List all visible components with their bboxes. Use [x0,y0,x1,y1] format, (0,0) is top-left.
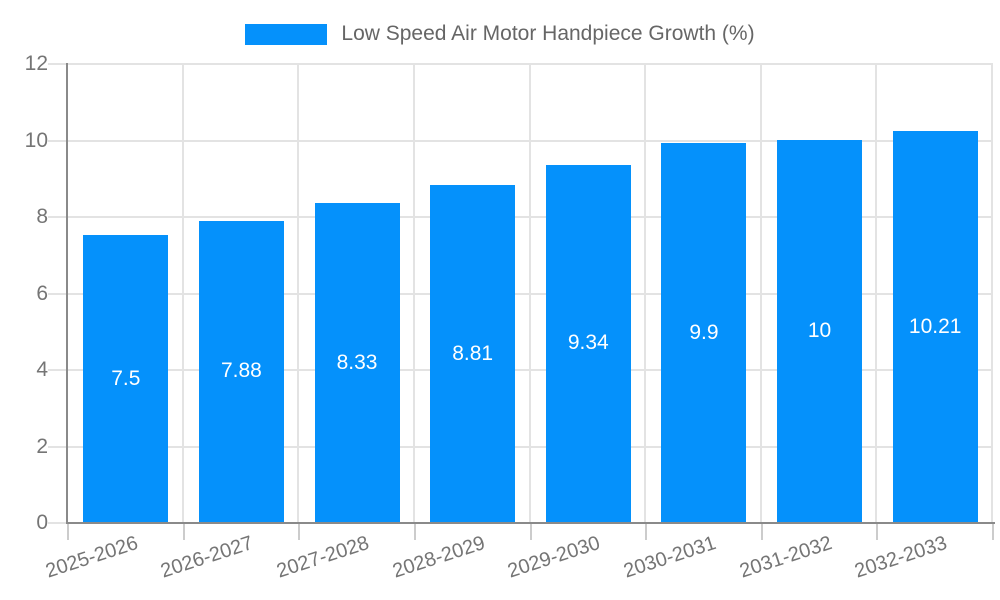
bar-2030-2031: 9.9 [661,143,747,522]
gridline-x-3 [412,63,415,522]
gridline-y-12 [68,63,993,65]
bar-value-label: 9.34 [567,331,609,355]
bar-value-label: 9.9 [689,320,719,344]
x-tick-8 [992,524,994,540]
x-tick-5 [645,524,648,540]
y-tick-12 [48,63,68,65]
x-tick-6 [760,524,763,540]
y-tick-10 [48,139,68,142]
gridline-y-2 [68,445,993,448]
bar-value-label: 8.81 [452,341,494,365]
y-tick-label-4: 4 [36,358,48,381]
gridline-x-4 [528,63,531,522]
x-tick-0 [67,524,69,540]
x-tick-4 [529,524,532,540]
bar-2031-2032: 10 [777,139,863,522]
y-tick-6 [48,292,68,295]
y-tick-label-10: 10 [24,128,48,152]
legend-swatch [245,23,328,45]
y-axis-line [66,63,68,524]
bar-2026-2027: 7.88 [198,220,284,522]
x-tick-2 [298,524,301,540]
plot-area: 7.5 7.88 8.33 8.81 9.34 9.9 10 10.21 [68,63,993,522]
bar-value-label: 8.33 [336,350,378,374]
y-tick-label-12: 12 [24,52,48,75]
x-tick-3 [413,524,416,540]
y-tick-label-2: 2 [36,434,48,458]
x-tick-label-2032-2033: 2032-2033 [852,532,950,583]
y-tick-0 [48,522,68,524]
y-tick-8 [48,216,68,218]
y-tick-2 [48,445,68,448]
x-axis-labels: 2025-2026 2026-2027 2027-2028 2028-2029 2029… [43,532,993,592]
gridline-x-1 [181,63,184,522]
y-tick-label-0: 0 [36,511,48,534]
bar-value-label: 10 [807,318,832,342]
y-tick-4 [48,369,68,371]
gridline-x-2 [297,63,300,522]
x-tick-label-2028-2029: 2028-2029 [389,532,488,583]
bar-2027-2028: 8.33 [314,203,400,522]
x-tick-label-2026-2027: 2026-2027 [158,532,257,583]
gridline-x-8 [991,63,993,522]
bar-2028-2029: 8.81 [430,185,516,522]
x-tick-label-2025-2026: 2025-2026 [42,532,141,583]
chart-legend: Low Speed Air Motor Handpiece Growth (%) [0,22,1000,46]
legend-label: Low Speed Air Motor Handpiece Growth (%) [341,22,755,45]
y-tick-label-8: 8 [36,205,48,228]
gridline-y-10 [68,139,993,142]
x-tick-label-2029-2030: 2029-2030 [505,532,604,583]
gridline-x-7 [875,63,878,522]
bar-value-label: 7.5 [111,366,141,390]
bar-2025-2026: 7.5 [83,235,169,522]
gridline-x-5 [644,63,647,522]
x-tick-label-2030-2031: 2030-2031 [620,532,719,583]
gridline-y-8 [68,216,993,218]
gridline-y-6 [68,292,993,295]
x-tick-7 [876,524,879,540]
bar-2029-2030: 9.34 [545,164,631,522]
gridline-y-4 [68,369,993,371]
bar-value-label: 10.21 [908,314,962,338]
x-tick-label-2027-2028: 2027-2028 [274,532,372,583]
bar-value-label: 7.88 [220,359,262,383]
x-axis-line [66,522,995,524]
y-tick-label-6: 6 [36,281,48,305]
gridline-x-6 [759,63,762,522]
x-tick-1 [182,524,185,540]
x-tick-label-2031-2032: 2031-2032 [736,532,835,583]
bar-2032-2033: 10.21 [892,131,978,522]
